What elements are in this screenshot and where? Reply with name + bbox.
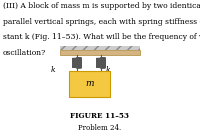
Text: Problem 24.: Problem 24.: [78, 124, 122, 132]
Text: parallel vertical springs, each with spring stiffness con-: parallel vertical springs, each with spr…: [3, 18, 200, 26]
Bar: [69, 71, 110, 97]
Text: k: k: [106, 66, 110, 74]
Text: stant k (Fig. 11–53). What will be the frequency of vertical: stant k (Fig. 11–53). What will be the f…: [3, 33, 200, 41]
Text: k: k: [50, 66, 55, 74]
Text: (III) A block of mass m is supported by two identical: (III) A block of mass m is supported by …: [3, 2, 200, 10]
Text: FIGURE 11–53: FIGURE 11–53: [70, 112, 130, 120]
Bar: [60, 50, 140, 55]
Bar: [60, 46, 140, 50]
Text: oscillation?: oscillation?: [3, 49, 46, 57]
Text: m: m: [85, 79, 94, 89]
